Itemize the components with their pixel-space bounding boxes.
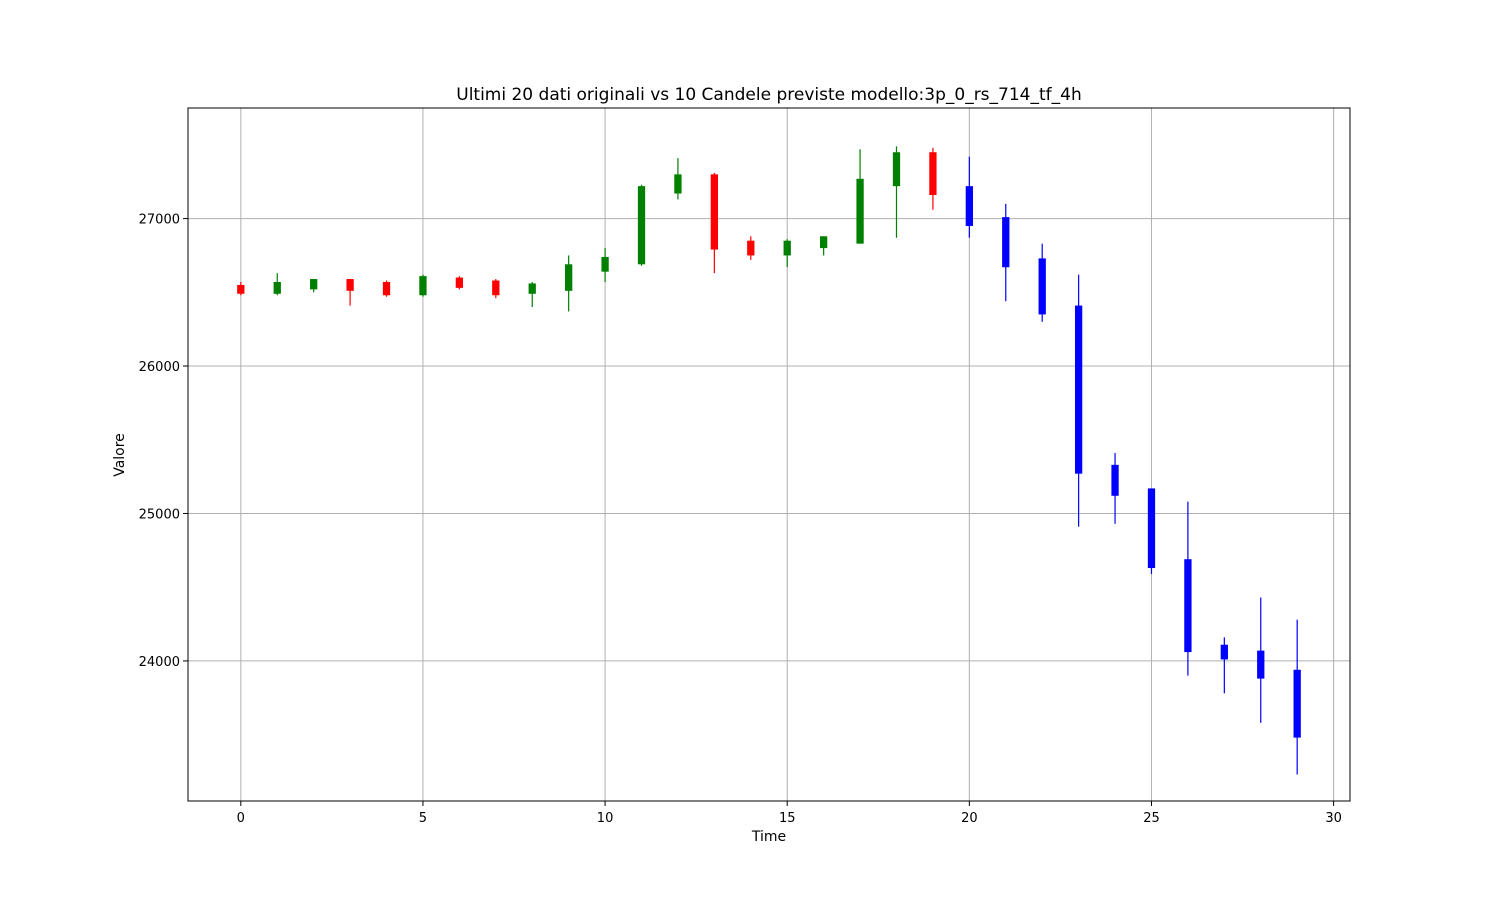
candle-body [637, 186, 646, 265]
candle-body [710, 174, 719, 250]
candle-body [310, 279, 318, 290]
candle-body [1002, 217, 1010, 268]
candle-body [455, 277, 464, 288]
candle-body [1074, 305, 1083, 474]
plot-frame [187, 107, 1351, 802]
candle-body [783, 240, 791, 256]
candle-body [1293, 669, 1301, 738]
candle-body [856, 178, 864, 244]
x-axis-label: Time [751, 829, 786, 845]
candle-body [1111, 464, 1119, 496]
y-axis-ticks: 24000 25000 26000 27000 [139, 213, 188, 670]
y-axis-label: Valore [112, 433, 128, 477]
grid-lines [188, 108, 1350, 801]
candle-body [1257, 650, 1265, 679]
candle-body [819, 236, 828, 249]
candle-body [346, 279, 354, 291]
chart-title: Ultimi 20 dati originali vs 10 Candele p… [456, 85, 1081, 105]
y-tick-label: 27000 [139, 213, 180, 228]
candle-body [382, 281, 391, 296]
candle-body [892, 152, 901, 187]
candle-body [674, 174, 682, 194]
x-tick-label: 0 [237, 811, 245, 826]
candle-body [419, 276, 427, 296]
x-tick-label: 20 [961, 811, 978, 826]
candle-body [1147, 488, 1156, 569]
candle-body [273, 281, 281, 294]
x-tick-label: 30 [1325, 811, 1342, 826]
candle-body [1038, 258, 1046, 315]
candle-body [747, 240, 755, 256]
x-tick-label: 10 [597, 811, 614, 826]
candle-body [565, 264, 573, 291]
y-tick-label: 25000 [139, 507, 180, 522]
candle-body [1220, 644, 1228, 660]
x-tick-label: 25 [1143, 811, 1160, 826]
candle-body [965, 186, 973, 226]
candle-body [492, 280, 500, 296]
y-tick-label: 26000 [139, 360, 180, 375]
candle-body [528, 283, 536, 294]
x-axis-ticks: 0 5 10 15 20 25 30 [237, 801, 1342, 826]
candle-body [601, 256, 609, 272]
candles [237, 146, 1301, 775]
x-tick-label: 15 [779, 811, 796, 826]
candle-body [929, 152, 937, 195]
y-tick-label: 24000 [139, 655, 180, 670]
candle-body [237, 284, 245, 294]
x-tick-label: 5 [419, 811, 427, 826]
candle-body [1184, 559, 1192, 653]
